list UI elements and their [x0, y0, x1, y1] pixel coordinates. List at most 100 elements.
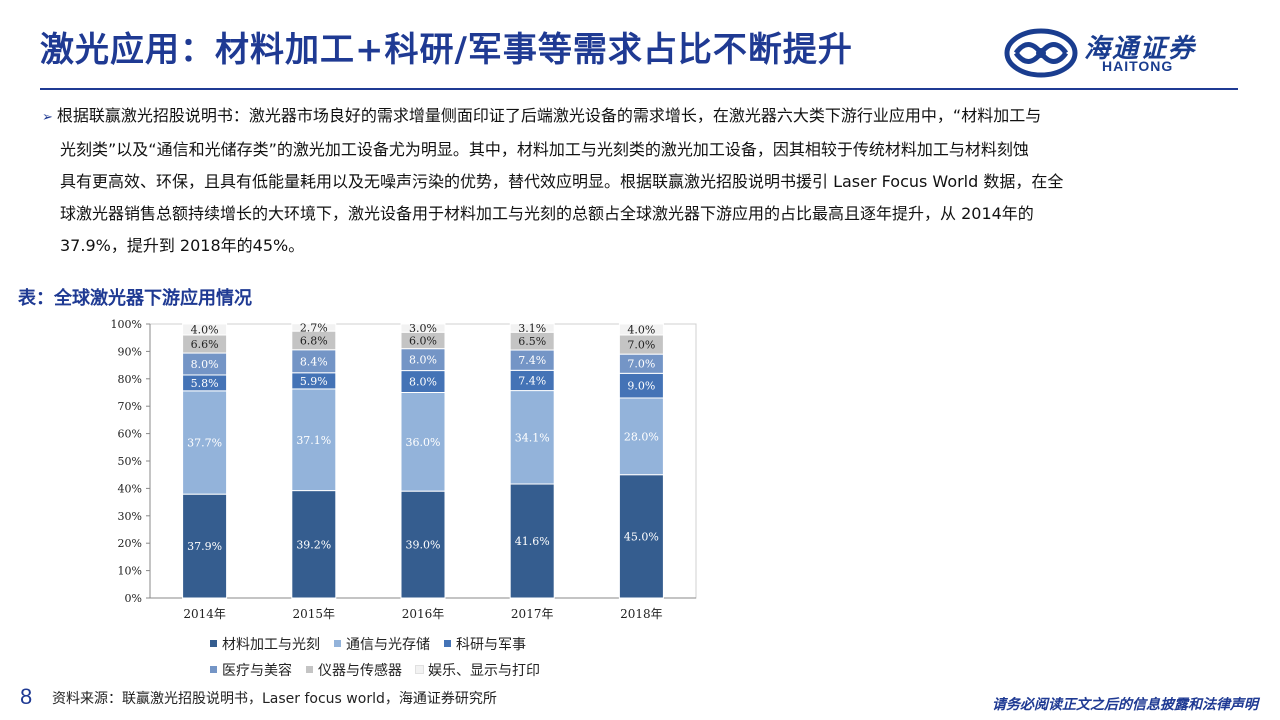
- data-label: 6.5%: [518, 335, 546, 348]
- bar-segment: [509, 323, 555, 333]
- legend-label: 医疗与美容: [222, 663, 292, 679]
- legend-item: 娱乐、显示与打印: [415, 660, 540, 680]
- data-label: 8.0%: [409, 354, 437, 367]
- data-label: 37.1%: [296, 434, 331, 447]
- bar-segment: [291, 388, 337, 492]
- bar-segment: [291, 490, 337, 599]
- bar-segment: [618, 474, 664, 599]
- data-label: 6.0%: [409, 334, 437, 347]
- y-tick-label: 10%: [118, 565, 142, 578]
- x-tick-label: 2015年: [293, 607, 336, 621]
- legend-item: 通信与光存储: [334, 634, 430, 654]
- legend-item: 科研与军事: [444, 634, 526, 654]
- company-logo: 海通证券 HAITONG: [1004, 28, 1240, 78]
- page-title: 激光应用：材料加工+科研/军事等需求占比不断提升: [40, 30, 853, 70]
- legend-label: 娱乐、显示与打印: [428, 663, 540, 679]
- data-label: 7.4%: [518, 374, 546, 387]
- data-label: 9.0%: [627, 380, 655, 393]
- legend-label: 通信与光存储: [346, 637, 430, 653]
- page-number: 8: [20, 684, 33, 709]
- legend-item: 材料加工与光刻: [210, 634, 320, 654]
- legend-row: 材料加工与光刻 通信与光存储 科研与军事: [210, 634, 630, 660]
- data-label: 7.0%: [627, 358, 655, 371]
- body-line: 光刻类”以及“通信和光储存类”的激光加工设备尤为明显。其中，材料加工与光刻类的激…: [60, 140, 1029, 159]
- legend-label: 仪器与传感器: [318, 663, 402, 679]
- source-note: 资料来源：联赢激光招股说明书，Laser focus world，海通证券研究所: [52, 691, 497, 707]
- data-label: 7.0%: [627, 339, 655, 352]
- stacked-bar-chart: 0% 10% 20% 30% 40% 50% 60% 70% 80% 90% 100% 37.9% 37…: [111, 318, 697, 621]
- bar-segment: [618, 397, 664, 476]
- x-tick-label: 2014年: [183, 607, 226, 621]
- disclaimer: 请务必阅读正文之后的信息披露和法律声明: [992, 697, 1258, 713]
- legend-swatch: [334, 640, 341, 647]
- data-label: 28.0%: [624, 430, 659, 443]
- bar-segment: [400, 323, 446, 333]
- legend-swatch: [444, 640, 451, 647]
- data-label: 7.4%: [518, 354, 546, 367]
- y-tick-label: 30%: [118, 510, 142, 523]
- body-line: 37.9%，提升到 2018年的45%。: [60, 236, 305, 255]
- legend-label: 材料加工与光刻: [222, 637, 320, 653]
- logo-english-text: HAITONG: [1102, 58, 1174, 74]
- data-label: 36.0%: [406, 436, 441, 449]
- y-tick-label: 60%: [118, 428, 142, 441]
- chart-title: 表：全球激光器下游应用情况: [18, 288, 252, 309]
- legend-swatch: [415, 665, 424, 674]
- y-tick-label: 50%: [118, 455, 142, 468]
- data-label: 39.0%: [406, 539, 441, 552]
- legend-swatch: [210, 640, 217, 647]
- legend-item: 医疗与美容: [210, 660, 292, 680]
- data-label: 6.8%: [300, 334, 328, 347]
- bar-segment: [182, 390, 228, 495]
- arrow-bullet-icon: ➢: [42, 110, 53, 125]
- data-label: 45.0%: [624, 530, 659, 543]
- body-line: 球激光器销售总额持续增长的大环境下，激光设备用于材料加工与光刻的总额占全球激光器…: [60, 204, 1034, 223]
- data-label: 8.0%: [409, 376, 437, 389]
- data-label: 3.0%: [409, 322, 437, 335]
- y-tick-label: 0%: [125, 592, 142, 605]
- bar-segment: [182, 493, 228, 599]
- data-label: 4.0%: [191, 323, 219, 336]
- x-tick-label: 2017年: [511, 607, 554, 621]
- bar-segment: [400, 490, 446, 599]
- haitong-logo-icon: [1004, 28, 1078, 78]
- data-label: 4.0%: [627, 323, 655, 336]
- x-tick-label: 2016年: [402, 607, 445, 621]
- chart-legend: 材料加工与光刻 通信与光存储 科研与军事 医疗与美容 仪器与传感器 娱乐、显示与打印: [210, 634, 630, 686]
- bar-segment: [509, 483, 555, 599]
- legend-item: 仪器与传感器: [306, 660, 402, 680]
- x-tick-label: 2018年: [620, 607, 663, 621]
- legend-row: 医疗与美容 仪器与传感器 娱乐、显示与打印: [210, 660, 630, 686]
- logo-chinese-text: 海通证券: [1084, 34, 1197, 64]
- y-tick-label: 100%: [111, 318, 142, 331]
- data-label: 5.8%: [191, 377, 219, 390]
- y-tick-label: 80%: [118, 373, 142, 386]
- data-label: 8.0%: [191, 358, 219, 371]
- data-label: 3.1%: [518, 322, 546, 335]
- data-label: 39.2%: [296, 538, 331, 551]
- legend-swatch: [306, 666, 313, 673]
- y-tick-label: 90%: [118, 345, 142, 358]
- legend-swatch: [210, 666, 217, 673]
- data-label: 37.9%: [187, 540, 222, 553]
- body-paragraph: ➢ 根据联赢激光招股说明书：激光器市场良好的需求增量侧面印证了后端激光设备的需求增…: [42, 100, 1222, 262]
- data-label: 8.4%: [300, 355, 328, 368]
- data-label: 37.7%: [187, 437, 222, 450]
- y-tick-label: 70%: [118, 400, 142, 413]
- y-tick-label: 20%: [118, 537, 142, 550]
- bar-segment: [618, 323, 664, 336]
- bar-segment: [400, 392, 446, 492]
- legend-label: 科研与军事: [456, 637, 526, 653]
- body-line-text: 根据联赢激光招股说明书：激光器市场良好的需求增量侧面印证了后端激光设备的需求增长…: [56, 106, 1042, 125]
- data-label: 6.6%: [191, 338, 219, 351]
- data-label: 5.9%: [300, 375, 328, 388]
- bar-segment: [291, 323, 337, 332]
- bar-segment: [509, 390, 555, 485]
- body-line: ➢ 根据联赢激光招股说明书：激光器市场良好的需求增量侧面印证了后端激光设备的需求增…: [42, 100, 1222, 134]
- data-label: 34.1%: [515, 431, 550, 444]
- body-line: 具有更高效、环保，且具有低能量耗用以及无噪声污染的优势，替代效应明显。根据联赢激…: [60, 172, 1064, 191]
- header-divider: [40, 88, 1238, 90]
- data-label: 41.6%: [515, 535, 550, 548]
- bar-segment: [182, 323, 228, 336]
- data-label: 2.7%: [300, 321, 328, 334]
